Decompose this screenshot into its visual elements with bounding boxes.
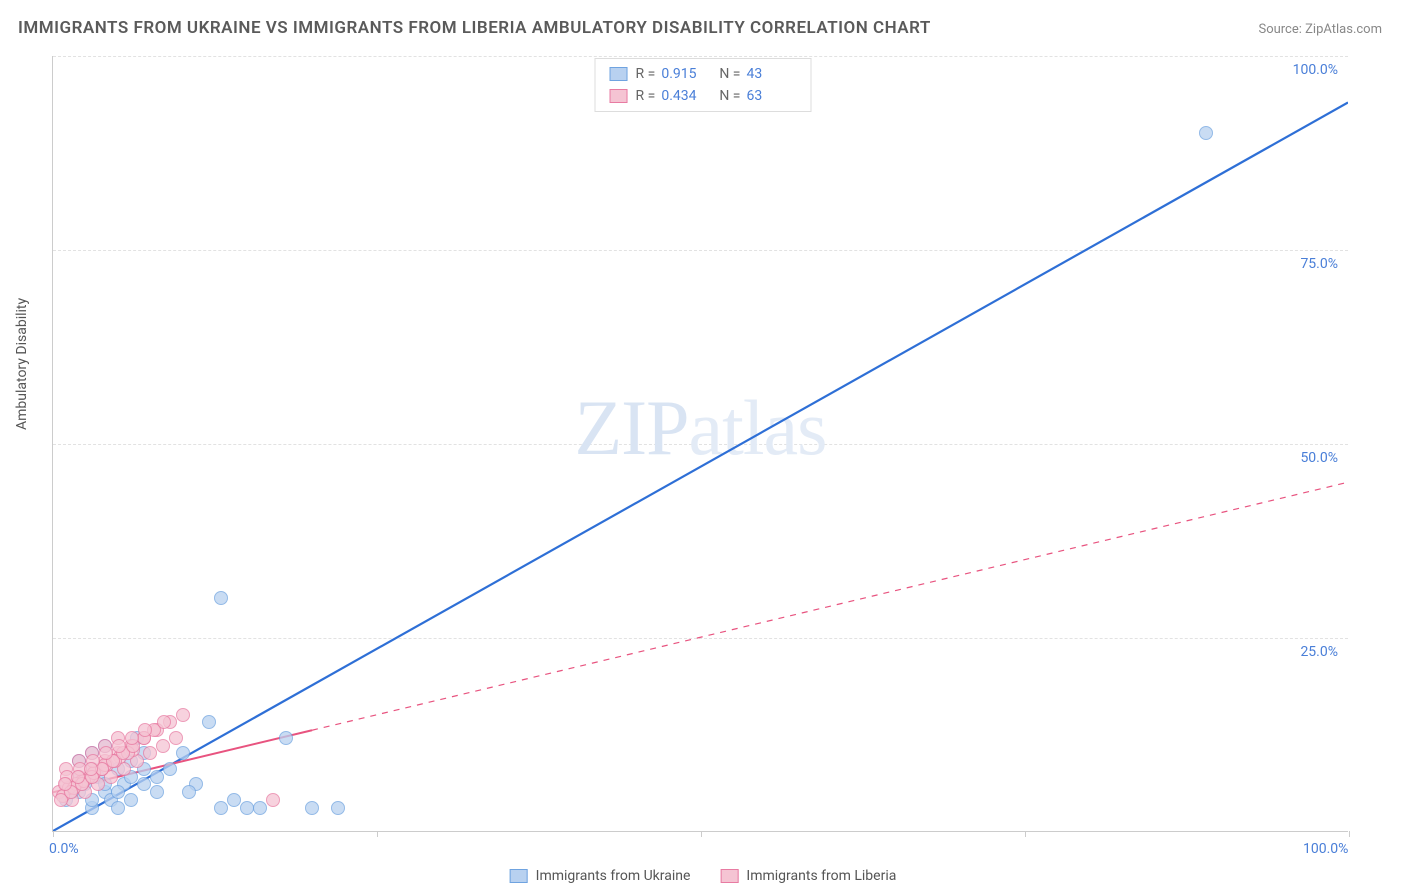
data-point bbox=[202, 715, 216, 729]
x-tick bbox=[1025, 831, 1026, 837]
series-legend: Immigrants from Ukraine Immigrants from … bbox=[510, 868, 897, 884]
legend-row-liberia: R = 0.434 N = 63 bbox=[610, 85, 797, 107]
source-label: Source: ZipAtlas.com bbox=[1258, 22, 1382, 37]
x-tick bbox=[377, 831, 378, 837]
data-point bbox=[99, 746, 113, 760]
legend-item-liberia: Immigrants from Liberia bbox=[720, 868, 896, 884]
data-point bbox=[71, 770, 85, 784]
chart-plot-area: ZIPatlas 25.0%50.0%75.0%100.0%0.0%100.0% bbox=[52, 56, 1348, 832]
legend-label-liberia: Immigrants from Liberia bbox=[746, 868, 896, 884]
data-point bbox=[125, 731, 139, 745]
data-point bbox=[279, 731, 293, 745]
legend-label-ukraine: Immigrants from Ukraine bbox=[536, 868, 691, 884]
data-point bbox=[331, 801, 345, 815]
r-label: R = bbox=[636, 63, 656, 85]
data-point bbox=[214, 801, 228, 815]
plot-svg bbox=[53, 56, 1348, 831]
data-point bbox=[169, 731, 183, 745]
data-point bbox=[58, 777, 72, 791]
x-tick-label: 100.0% bbox=[1303, 841, 1348, 857]
r-label: R = bbox=[636, 85, 656, 107]
r-value-liberia: 0.434 bbox=[661, 85, 711, 107]
correlation-legend: R = 0.915 N = 43 R = 0.434 N = 63 bbox=[595, 58, 812, 112]
n-value-liberia: 63 bbox=[746, 85, 796, 107]
n-label: N = bbox=[719, 63, 740, 85]
data-point bbox=[1199, 126, 1213, 140]
legend-swatch-liberia bbox=[610, 89, 628, 103]
data-point bbox=[182, 785, 196, 799]
legend-row-ukraine: R = 0.915 N = 43 bbox=[610, 63, 797, 85]
data-point bbox=[124, 793, 138, 807]
r-value-ukraine: 0.915 bbox=[661, 63, 711, 85]
y-axis-label: Ambulatory Disability bbox=[14, 298, 30, 430]
data-point bbox=[137, 777, 151, 791]
data-point bbox=[156, 739, 170, 753]
data-point bbox=[305, 801, 319, 815]
x-tick bbox=[701, 831, 702, 837]
legend-swatch-ukraine-icon bbox=[510, 869, 528, 883]
x-tick bbox=[53, 831, 54, 837]
chart-title: IMMIGRANTS FROM UKRAINE VS IMMIGRANTS FR… bbox=[18, 18, 931, 38]
legend-item-ukraine: Immigrants from Ukraine bbox=[510, 868, 691, 884]
data-point bbox=[150, 770, 164, 784]
data-point bbox=[150, 785, 164, 799]
data-point bbox=[227, 793, 241, 807]
data-point bbox=[157, 715, 171, 729]
x-tick bbox=[1349, 831, 1350, 837]
legend-swatch-ukraine bbox=[610, 67, 628, 81]
data-point bbox=[176, 746, 190, 760]
data-point bbox=[138, 723, 152, 737]
data-point bbox=[84, 762, 98, 776]
data-point bbox=[240, 801, 254, 815]
legend-swatch-liberia-icon bbox=[720, 869, 738, 883]
data-point bbox=[214, 591, 228, 605]
n-value-ukraine: 43 bbox=[746, 63, 796, 85]
x-tick-label: 0.0% bbox=[49, 841, 79, 857]
data-point bbox=[112, 739, 126, 753]
data-point bbox=[266, 793, 280, 807]
data-point bbox=[253, 801, 267, 815]
data-point bbox=[111, 801, 125, 815]
data-point bbox=[143, 746, 157, 760]
data-point bbox=[111, 785, 125, 799]
n-label: N = bbox=[719, 85, 740, 107]
data-point bbox=[163, 762, 177, 776]
data-point bbox=[176, 708, 190, 722]
